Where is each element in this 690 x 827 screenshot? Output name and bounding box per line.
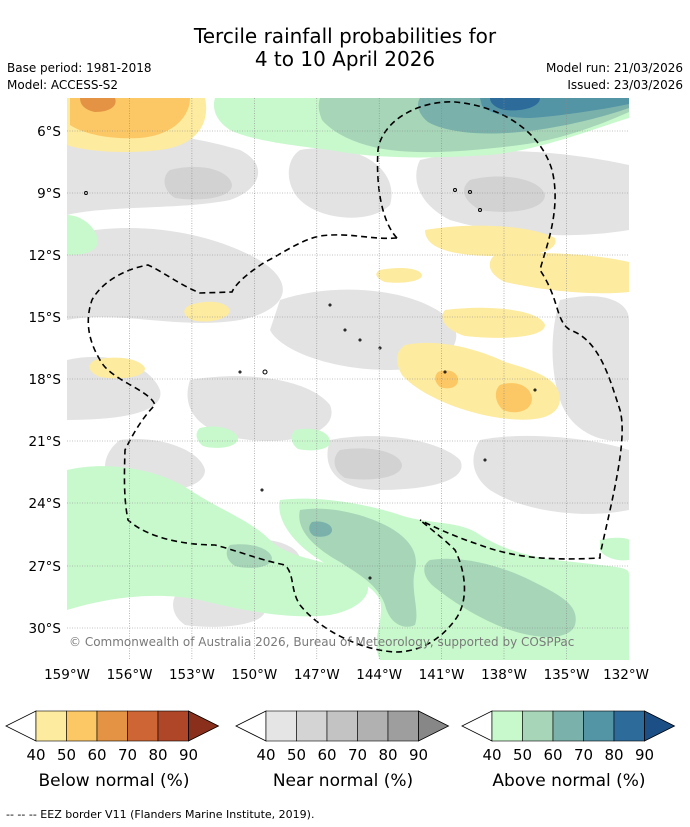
colorbar-segment: [326, 710, 358, 742]
lat-label: 30°S: [29, 621, 62, 637]
colorbar-tick-label: 70: [574, 746, 593, 764]
colorbar-tick-label: 80: [148, 746, 167, 764]
issued-date: Issued: 23/03/2026: [567, 78, 683, 92]
colorbar-tick-label: 70: [118, 746, 137, 764]
lon-label: 150°W: [231, 667, 277, 683]
colorbar-above-label: Above normal (%): [492, 771, 646, 791]
lon-label: 141°W: [419, 667, 465, 683]
colorbar-tick-label: 40: [482, 746, 501, 764]
colorbar-tick-label: 60: [317, 746, 336, 764]
title-line-1: Tercile rainfall probabilities for: [193, 24, 497, 48]
colorbar-segment: [35, 710, 67, 742]
colorbar-near-label: Near normal (%): [272, 771, 414, 791]
eez-legend-footer: -- -- -- EEZ border V11 (Flanders Marine…: [6, 808, 315, 821]
lon-label: 147°W: [294, 667, 340, 683]
lat-label: 9°S: [37, 186, 61, 202]
colorbar-extend-low: [461, 710, 493, 742]
title-line-2: 4 to 10 April 2026: [254, 47, 436, 71]
colorbar-segment: [96, 710, 128, 742]
colorbar-segment: [583, 710, 615, 742]
near-normal-region-50: [164, 166, 545, 480]
lat-label: 27°S: [29, 559, 62, 575]
colorbar-tick-label: 90: [409, 746, 428, 764]
model-run: Model run: 21/03/2026: [545, 61, 683, 75]
colorbar-extend-high: [188, 710, 220, 742]
colorbar-below-normal: 40 50 60 70 80 90: [5, 710, 220, 764]
base-period: Base period: 1981-2018: [7, 61, 152, 75]
colorbar-tick-label: 40: [256, 746, 275, 764]
lat-label: 15°S: [29, 310, 62, 326]
colorbar-below-label: Below normal (%): [38, 771, 190, 791]
colorbar-tick-label: 80: [378, 746, 397, 764]
colorbar-above-normal: 40 50 60 70 80 90: [461, 710, 676, 764]
colorbar-segment: [491, 710, 523, 742]
lon-label: 144°W: [356, 667, 402, 683]
colorbar-tick-label: 40: [26, 746, 45, 764]
colorbar-segment: [522, 710, 554, 742]
latitude-labels: 6°S 9°S 12°S 15°S 18°S 21°S 24°S 27°S 30…: [29, 124, 62, 637]
lon-label: 132°W: [603, 667, 649, 683]
colorbar-extend-low: [235, 710, 267, 742]
colorbar-tick-label: 60: [87, 746, 106, 764]
lat-label: 21°S: [29, 434, 62, 450]
colorbar-tick-label: 50: [287, 746, 306, 764]
map-plot-area: © Commonwealth of Australia 2026, Bureau…: [67, 98, 629, 660]
colorbar-tick-label: 50: [57, 746, 76, 764]
colorbar-segment: [613, 710, 645, 742]
colorbar-tick-label: 90: [635, 746, 654, 764]
lon-label: 153°W: [169, 667, 215, 683]
lon-label: 135°W: [544, 667, 590, 683]
model-name: Model: ACCESS-S2: [7, 78, 119, 92]
colorbar-extend-high: [418, 710, 450, 742]
colorbar-tick-label: 70: [348, 746, 367, 764]
above-normal-region-80: [490, 98, 540, 111]
colorbar-extend-high: [644, 710, 676, 742]
colorbar-near-normal: 40 50 60 70 80 90: [235, 710, 450, 764]
lon-label: 138°W: [481, 667, 527, 683]
near-normal-region: [67, 132, 629, 627]
colorbar-segment: [387, 710, 419, 742]
lat-label: 12°S: [29, 248, 62, 264]
gridlines: [67, 98, 629, 660]
colorbar-tick-label: 80: [604, 746, 623, 764]
colorbar-segment: [127, 710, 159, 742]
colorbar-extend-low: [5, 710, 37, 742]
colorbar-segment: [357, 710, 389, 742]
lat-label: 18°S: [29, 372, 62, 388]
colorbar-segment: [157, 710, 189, 742]
copyright-notice: © Commonwealth of Australia 2026, Bureau…: [69, 635, 574, 649]
eez-borders: [87, 101, 623, 653]
colorbar-tick-label: 60: [543, 746, 562, 764]
colorbar-segment: [265, 710, 297, 742]
colorbar-tick-label: 50: [513, 746, 532, 764]
lat-label: 6°S: [37, 124, 61, 140]
colorbar-segment: [66, 710, 98, 742]
below-normal-region-60: [80, 98, 116, 112]
lon-label: 159°W: [44, 667, 90, 683]
longitude-labels: 159°W 156°W 153°W 150°W 147°W 144°W 141°…: [44, 667, 649, 683]
colorbar-segment: [296, 710, 328, 742]
lon-label: 156°W: [107, 667, 153, 683]
colorbar-tick-label: 90: [179, 746, 198, 764]
colorbar-segment: [552, 710, 584, 742]
lat-label: 24°S: [29, 496, 62, 512]
